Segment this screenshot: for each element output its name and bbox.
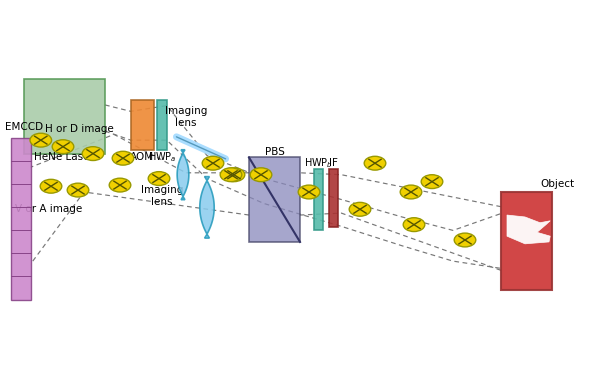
Circle shape [82,147,104,161]
Circle shape [454,233,476,247]
Text: HWP$_b$: HWP$_b$ [304,156,333,170]
Text: PBS: PBS [265,147,285,157]
Circle shape [52,140,74,154]
Circle shape [40,179,62,193]
Circle shape [421,175,443,189]
Text: H or D image: H or D image [45,124,114,134]
Circle shape [403,218,425,232]
Bar [131,100,154,150]
Circle shape [364,156,386,170]
Text: EMCCD: EMCCD [5,122,43,132]
Text: V or A image: V or A image [15,204,82,214]
Circle shape [400,185,422,199]
Bar [157,100,167,150]
Bar [314,169,323,230]
Text: Object: Object [540,179,574,189]
Polygon shape [200,177,214,238]
Circle shape [112,151,134,165]
Bar [11,138,31,300]
Circle shape [30,133,52,147]
Polygon shape [177,150,189,200]
Polygon shape [507,215,550,244]
Text: AOM: AOM [130,152,154,162]
Bar [329,169,338,227]
Circle shape [223,168,245,182]
Text: HWP$_a$: HWP$_a$ [148,151,176,164]
Text: IF: IF [329,158,338,168]
Circle shape [148,172,170,185]
Text: HeNe Laser: HeNe Laser [34,152,94,162]
Text: Imaging
lens: Imaging lens [165,106,207,128]
Bar [24,79,105,154]
Circle shape [67,183,89,197]
Circle shape [349,202,371,216]
Circle shape [220,168,242,182]
Bar [501,192,552,290]
Circle shape [202,156,224,170]
Bar [249,157,300,242]
Text: Imaging
lens: Imaging lens [141,185,183,207]
Circle shape [298,185,320,199]
Circle shape [109,178,131,192]
Circle shape [250,168,272,182]
